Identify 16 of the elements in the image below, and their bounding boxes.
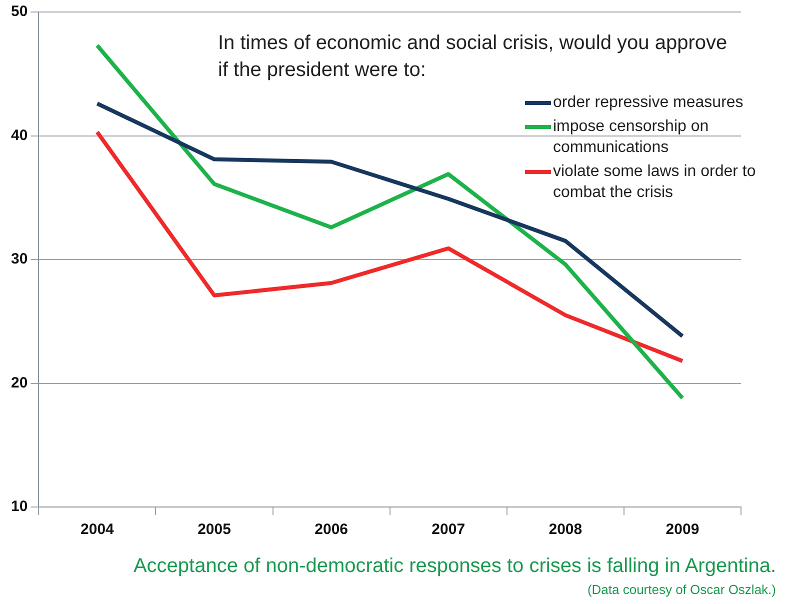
x-tick-label: 2005 bbox=[198, 521, 231, 538]
y-tick-label: 50 bbox=[10, 3, 28, 20]
x-tick-label: 2007 bbox=[432, 521, 466, 538]
text: In times of economic and social crisis, would you approve if the president were to: bbox=[218, 31, 728, 83]
text: Acceptance of non-democratic responses to crises is falling in Argentina. bbox=[132, 555, 776, 578]
legend-label: violate some laws in order to combat the crisis bbox=[553, 162, 757, 203]
y-tick-label: 30 bbox=[10, 250, 28, 268]
x-tick-label: 2006 bbox=[314, 521, 348, 538]
x-tick-label: 2009 bbox=[666, 521, 700, 538]
y-tick-label: 20 bbox=[10, 374, 28, 392]
text: (Data courtesy of Oscar Oszlak.) bbox=[586, 582, 776, 597]
y-tick-label: 40 bbox=[10, 126, 28, 144]
legend-label: order repressive measures bbox=[553, 93, 744, 113]
x-tick-label: 2004 bbox=[80, 521, 115, 538]
y-tick-label: 10 bbox=[10, 498, 28, 516]
x-tick-label: 2008 bbox=[548, 521, 582, 538]
